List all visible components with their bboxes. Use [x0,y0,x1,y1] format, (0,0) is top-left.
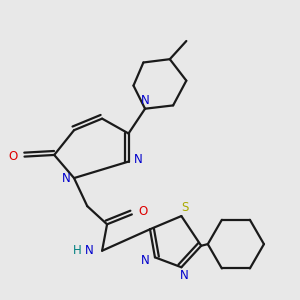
Text: N: N [141,94,149,107]
Text: N: N [180,269,189,282]
Text: S: S [181,201,188,214]
Text: H: H [73,244,82,257]
Text: N: N [134,153,143,167]
Text: N: N [61,172,70,184]
Text: O: O [139,205,148,218]
Text: N: N [141,254,149,267]
Text: N: N [85,244,94,257]
Text: O: O [8,150,18,163]
